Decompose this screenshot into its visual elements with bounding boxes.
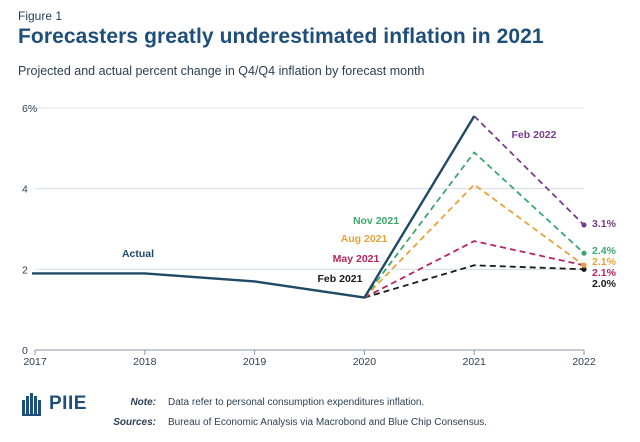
end-label-feb2021: 2.0% (592, 278, 617, 290)
end-label-nov2021: 2.4% (592, 245, 617, 257)
series-line-nov2021 (363, 151, 585, 299)
series-line-feb2022 (473, 115, 585, 226)
end-point-aug2021 (581, 262, 587, 268)
series-line-feb2021 (364, 264, 585, 299)
note-text: Data refer to personal consumption expen… (168, 397, 425, 408)
x-tick-label: 2017 (23, 356, 47, 368)
series-label-actual: Actual (122, 248, 154, 260)
x-tick-label: 2019 (243, 356, 267, 368)
series-label-feb2021: Feb 2021 (318, 273, 363, 285)
figure-label: Figure 1 (18, 9, 63, 23)
x-tick-label: 2018 (133, 356, 157, 368)
series-label-feb2022: Feb 2022 (512, 129, 557, 141)
note-label: Note: (130, 397, 156, 408)
sources-label: Sources: (113, 417, 156, 428)
x-tick-label: 2020 (353, 356, 377, 368)
y-tick-label: 4 (22, 184, 28, 196)
end-label-aug2021: 2.1% (592, 256, 617, 268)
end-label-feb2022: 3.1% (592, 218, 617, 230)
chart-title: Forecasters greatly underestimated infla… (18, 25, 544, 48)
series-line-aug2021 (363, 183, 585, 299)
series-label-may2021: May 2021 (333, 253, 380, 265)
y-tick-label: 0 (22, 345, 28, 357)
chart-subtitle: Projected and actual percent change in Q… (18, 64, 425, 78)
x-tick-label: 2022 (572, 356, 596, 368)
end-point-nov2021 (581, 250, 587, 256)
series-label-nov2021: Nov 2021 (353, 215, 399, 227)
piie-logo-icon (22, 393, 41, 416)
end-point-feb2021 (581, 266, 587, 272)
x-tick-label: 2021 (463, 356, 487, 368)
end-label-may2021: 2.1% (592, 267, 617, 279)
end-point-feb2022 (581, 222, 587, 228)
y-tick-label: 2 (22, 264, 28, 276)
line-chart: 0 2 4 6% 2017 2018 2019 2020 2021 2022 Feb 2021 May… (22, 103, 617, 368)
y-tick-label: 6% (22, 103, 37, 115)
piie-logo-text: PIIE (49, 393, 87, 414)
series-line-actual (32, 115, 476, 299)
series-line-may2021 (363, 240, 585, 299)
sources-row: Sources: Bureau of Economic Analysis via … (104, 417, 487, 428)
sources-text: Bureau of Economic Analysis via Macrobon… (168, 417, 488, 428)
series-label-aug2021: Aug 2021 (341, 233, 388, 245)
piie-logo: PIIE (22, 392, 87, 416)
note-row: Note: Data refer to personal consumption … (104, 397, 424, 408)
